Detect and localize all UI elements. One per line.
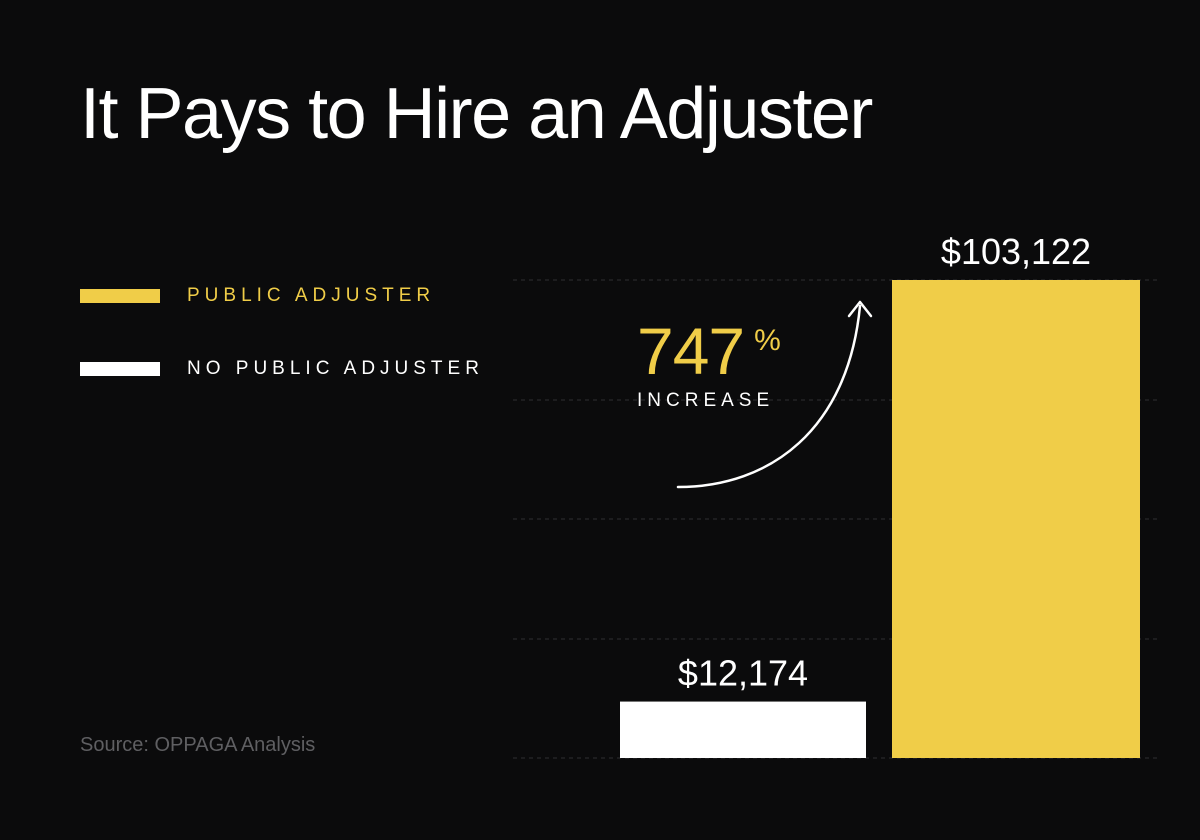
increase-percent-sign: % [754, 324, 781, 357]
arrow-head-icon [847, 300, 873, 318]
chart-title: It Pays to Hire an Adjuster [80, 74, 873, 154]
legend-swatch-no-public-adjuster [80, 362, 160, 376]
bar-public-adjuster [892, 280, 1140, 758]
legend-label-no-public-adjuster: NO PUBLIC ADJUSTER [187, 358, 484, 379]
increase-annotation: 747 % INCREASE [637, 318, 781, 412]
legend: PUBLIC ADJUSTER NO PUBLIC ADJUSTER [80, 283, 484, 429]
legend-swatch-public-adjuster [80, 289, 160, 303]
source-note: Source: OPPAGA Analysis [80, 734, 316, 756]
bar-value-label-no-public-adjuster: $12,174 [678, 653, 808, 694]
bar-no-public-adjuster [620, 701, 866, 758]
legend-item-no-public-adjuster: NO PUBLIC ADJUSTER [80, 356, 484, 382]
legend-label-public-adjuster: PUBLIC ADJUSTER [187, 285, 436, 306]
increase-percent-value: 747 [637, 314, 745, 388]
legend-item-public-adjuster: PUBLIC ADJUSTER [80, 283, 484, 309]
curved-arrow-icon [676, 304, 862, 489]
bar-value-label-public-adjuster: $103,122 [941, 231, 1091, 272]
increase-caption: INCREASE [637, 390, 775, 411]
